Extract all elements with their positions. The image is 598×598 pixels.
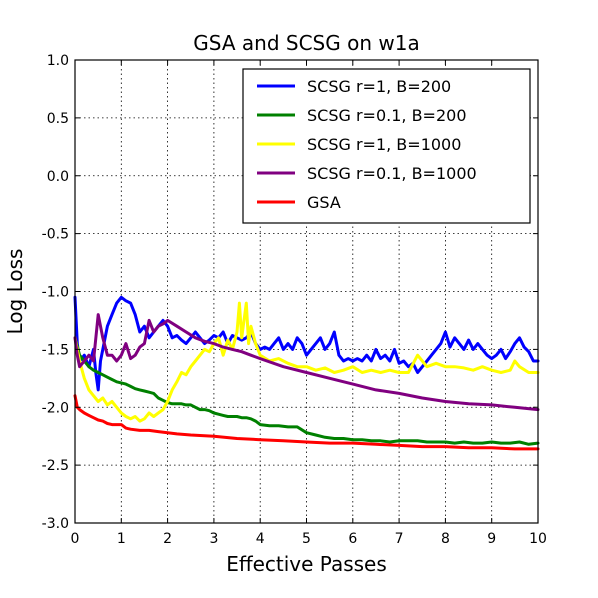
legend-label: SCSG r=1, B=1000 [307,135,461,154]
y-tick-label: -3.0 [42,516,69,532]
ticks: 0 1 2 3 4 5 6 7 8 9 10 1.0 0.5 0.0 -0.5 -1.0 -1.5 -2.0 -2.… [42,53,547,547]
x-tick-label: 0 [71,531,80,547]
legend-box [242,68,531,224]
x-tick-label: 5 [302,531,311,547]
legend: SCSG r=1, B=200 SCSG r=0.1, B=200 SCSG r=1… [242,68,531,224]
x-tick-label: 3 [209,531,218,547]
y-tick-label: -2.0 [42,400,69,416]
y-tick-label: -2.5 [42,458,69,474]
chart-title: GSA and SCSG on w1a [193,31,419,55]
series-line-1 [73,295,540,392]
y-tick-label: 0.0 [47,169,69,185]
y-tick-label: 0.5 [47,111,69,127]
series-line-2 [73,336,540,446]
y-axis-label: Log Loss [3,249,27,335]
series-group [73,295,540,451]
legend-label: SCSG r=0.1, B=200 [307,106,467,125]
series-line-3 [73,301,540,423]
y-tick-label: -0.5 [42,227,69,243]
y-tick-label: 1.0 [47,53,69,69]
x-tick-label: 10 [529,531,547,547]
x-tick-label: 8 [441,531,450,547]
series-line-5 [73,394,540,451]
x-tick-label: 1 [117,531,126,547]
x-axis-label: Effective Passes [226,552,387,576]
x-tick-label: 2 [163,531,172,547]
legend-label: GSA [307,193,341,212]
x-tick-label: 9 [487,531,496,547]
y-tick-label: -1.5 [42,342,69,358]
x-tick-label: 6 [348,531,357,547]
x-tick-label: 7 [395,531,404,547]
y-tick-label: -1.0 [42,285,69,301]
legend-label: SCSG r=0.1, B=1000 [307,164,477,183]
series-line-4 [73,313,540,412]
legend-label: SCSG r=1, B=200 [307,77,451,96]
x-tick-label: 4 [256,531,265,547]
